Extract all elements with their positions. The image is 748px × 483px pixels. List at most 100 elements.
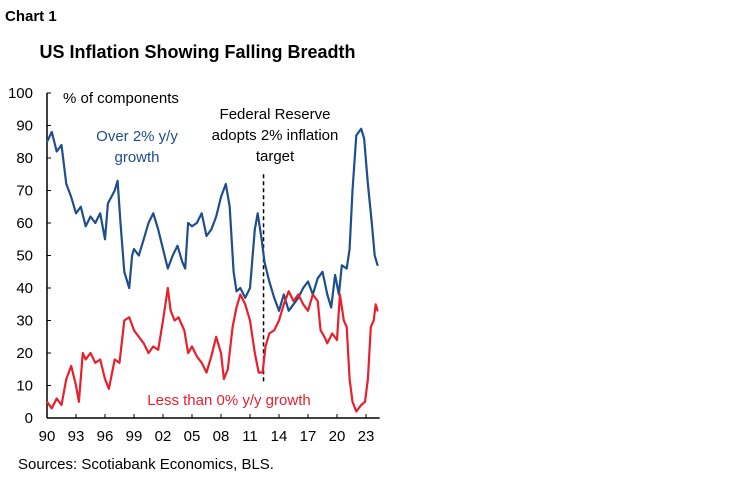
data-point <box>273 329 276 332</box>
data-point <box>152 345 155 348</box>
data-point <box>257 371 260 374</box>
y-axis-label: % of components <box>63 90 179 107</box>
data-point <box>321 270 324 273</box>
data-point <box>367 378 369 380</box>
data-point <box>50 407 53 410</box>
data-point <box>65 378 68 380</box>
data-point <box>147 352 150 354</box>
y-tick-label: 90 <box>16 118 33 135</box>
data-point <box>205 371 208 374</box>
data-point <box>345 267 348 270</box>
data-point <box>264 345 267 348</box>
data-point <box>244 296 247 299</box>
data-point <box>181 261 184 263</box>
data-point <box>184 267 187 270</box>
chart-title: US Inflation Showing Falling Breadth <box>39 42 356 62</box>
data-point <box>70 196 73 198</box>
data-point <box>235 290 238 293</box>
data-point <box>89 215 92 218</box>
data-point <box>376 264 379 267</box>
data-point <box>55 150 58 153</box>
y-tick-label: 80 <box>16 150 33 167</box>
data-point <box>232 270 235 273</box>
data-point <box>200 212 203 215</box>
data-point <box>195 355 198 358</box>
x-tick-label: 11 <box>242 428 258 445</box>
data-point <box>326 293 329 296</box>
data-point <box>157 228 160 231</box>
y-tick-label: 20 <box>16 345 33 362</box>
data-point <box>249 287 251 289</box>
x-tick-label: 14 <box>271 428 288 445</box>
data-point <box>360 127 363 130</box>
data-point <box>123 270 126 273</box>
data-point <box>374 303 377 306</box>
x-tick-label: 17 <box>300 428 317 445</box>
x-tick-label: 99 <box>126 428 143 445</box>
data-point <box>249 319 251 322</box>
data-point <box>142 238 145 241</box>
y-tick-label: 100 <box>8 85 33 102</box>
data-point <box>210 228 213 231</box>
chart-label: Chart 1 <box>5 8 57 25</box>
data-point <box>307 280 309 283</box>
data-point <box>364 400 366 403</box>
data-point <box>177 316 180 319</box>
data-point <box>79 205 82 208</box>
data-point <box>282 293 285 296</box>
data-point <box>331 332 334 335</box>
data-point <box>239 293 242 296</box>
data-point <box>46 400 48 403</box>
data-point <box>302 287 305 289</box>
data-point <box>113 358 116 361</box>
data-point <box>220 196 222 198</box>
data-point <box>171 254 174 257</box>
data-point <box>228 205 231 208</box>
data-point <box>166 267 169 270</box>
data-point <box>75 212 77 215</box>
data-point <box>78 400 80 403</box>
data-point <box>292 303 295 306</box>
data-point <box>355 134 358 137</box>
data-point <box>373 254 376 257</box>
x-tick-label: 96 <box>97 428 114 445</box>
data-point <box>220 352 222 354</box>
data-point <box>65 183 68 185</box>
data-point <box>94 222 97 224</box>
data-point <box>316 300 319 302</box>
data-point <box>287 290 290 293</box>
data-point <box>369 326 372 328</box>
data-point <box>297 293 300 296</box>
data-point <box>173 319 176 322</box>
data-point <box>55 397 58 400</box>
y-tick-label: 50 <box>16 248 33 265</box>
data-point <box>253 228 256 231</box>
data-point <box>99 358 102 361</box>
x-tick-label: 23 <box>358 428 375 445</box>
data-point <box>81 352 84 354</box>
y-tick-label: 10 <box>16 378 33 395</box>
data-point <box>231 326 234 328</box>
x-tick-label: 90 <box>39 428 56 445</box>
y-tick-label: 70 <box>16 183 33 200</box>
data-point <box>302 303 305 306</box>
data-point <box>162 248 164 250</box>
data-point <box>215 335 218 338</box>
series-label-over-2: growth <box>114 149 159 166</box>
data-point <box>244 303 247 306</box>
data-point <box>263 261 266 263</box>
data-point <box>226 368 229 371</box>
data-point <box>336 339 338 341</box>
data-point <box>268 332 271 335</box>
data-point <box>187 222 190 224</box>
x-tick-label: 08 <box>213 428 230 445</box>
y-tick-label: 60 <box>16 215 33 232</box>
data-point <box>60 404 63 406</box>
data-point <box>50 131 53 133</box>
data-point <box>60 144 63 146</box>
data-point <box>360 404 363 406</box>
data-point <box>128 316 131 319</box>
data-point <box>104 238 106 241</box>
data-point <box>348 248 351 250</box>
data-point <box>107 387 110 390</box>
